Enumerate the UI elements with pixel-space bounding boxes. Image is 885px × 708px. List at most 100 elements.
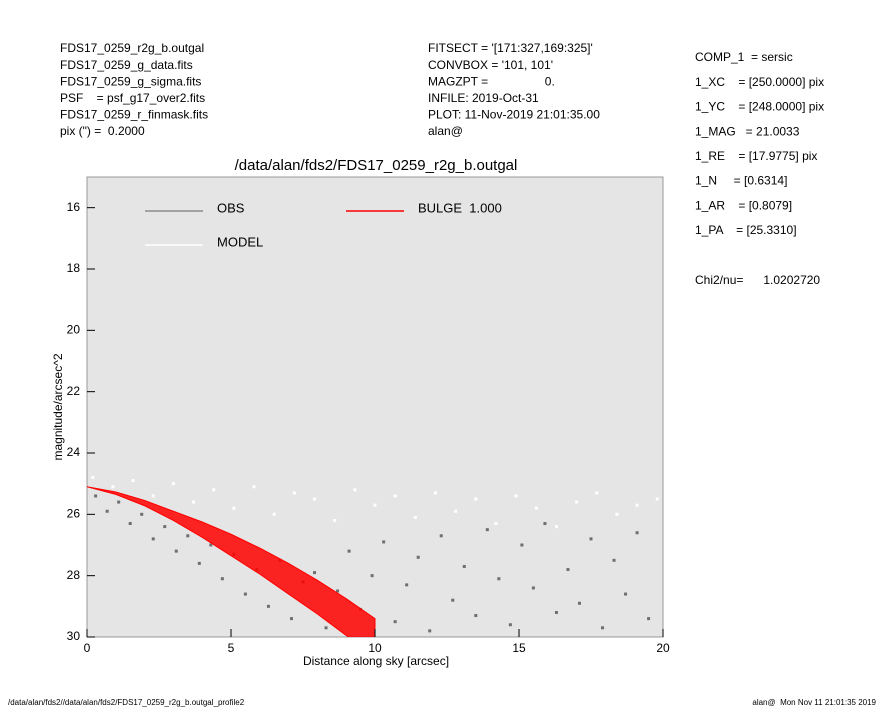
bulge-band bbox=[87, 486, 376, 637]
data-point bbox=[624, 592, 628, 596]
data-point bbox=[577, 601, 581, 605]
param-line: 1_PA = [25.3310] bbox=[695, 223, 797, 237]
header-line: PSF = psf_g17_over2.fits bbox=[60, 91, 205, 105]
y-tick-label: 18 bbox=[67, 261, 81, 275]
x-tick-label: 10 bbox=[368, 641, 382, 655]
y-tick-label: 16 bbox=[67, 200, 81, 214]
data-point bbox=[111, 485, 115, 489]
param-line: 1_MAG = 21.0033 bbox=[695, 124, 800, 138]
footer-right: alan@ Mon Nov 11 21:01:35 2019 bbox=[752, 698, 876, 707]
y-tick-label: 22 bbox=[67, 384, 81, 398]
header-line: PLOT: 11-Nov-2019 21:01:35.00 bbox=[428, 108, 600, 122]
x-tick-label: 20 bbox=[656, 641, 670, 655]
data-point bbox=[433, 491, 437, 495]
param-line: 1_XC = [250.0000] pix bbox=[695, 75, 824, 89]
x-axis-label: Distance along sky [arcsec] bbox=[303, 654, 449, 668]
data-point bbox=[91, 476, 95, 480]
data-point bbox=[655, 497, 659, 501]
header-line: alan@ bbox=[428, 124, 463, 138]
y-tick-label: 20 bbox=[67, 323, 81, 337]
data-point bbox=[252, 485, 256, 489]
data-point bbox=[647, 617, 651, 621]
data-point bbox=[474, 614, 478, 618]
data-point bbox=[508, 623, 512, 627]
data-point bbox=[635, 503, 639, 507]
y-axis-label: magnitude/arcsec^2 bbox=[51, 353, 65, 460]
data-point bbox=[117, 500, 121, 504]
x-tick-label: 15 bbox=[512, 641, 526, 655]
data-point bbox=[554, 525, 558, 529]
data-point bbox=[474, 497, 478, 501]
param-line: 1_N = [0.6314] bbox=[695, 174, 787, 188]
data-point bbox=[140, 512, 144, 516]
data-point bbox=[333, 518, 337, 522]
param-line: 1_AR = [0.8079] bbox=[695, 198, 792, 212]
data-point bbox=[514, 494, 518, 498]
data-point bbox=[313, 571, 317, 575]
data-point bbox=[192, 500, 196, 504]
data-point bbox=[197, 561, 201, 565]
header-line: FDS17_0259_r2g_b.outgal bbox=[60, 41, 204, 55]
param-line: 1_RE = [17.9775] pix bbox=[695, 149, 817, 163]
data-point bbox=[220, 577, 224, 581]
data-point bbox=[209, 543, 213, 547]
data-point bbox=[566, 568, 570, 572]
data-point bbox=[595, 491, 599, 495]
data-point bbox=[462, 564, 466, 568]
data-point bbox=[324, 626, 328, 630]
data-point bbox=[494, 522, 498, 526]
data-point bbox=[615, 512, 619, 516]
data-point bbox=[347, 549, 351, 553]
data-point bbox=[292, 491, 296, 495]
data-point bbox=[520, 543, 524, 547]
y-tick-label: 24 bbox=[67, 445, 81, 459]
data-point bbox=[232, 506, 236, 510]
data-point bbox=[370, 574, 374, 578]
legend-label: MODEL bbox=[217, 234, 263, 249]
data-point bbox=[243, 592, 247, 596]
x-tick-label: 0 bbox=[84, 641, 91, 655]
y-tick-label: 26 bbox=[67, 507, 81, 521]
data-point bbox=[497, 577, 501, 581]
data-point bbox=[534, 506, 538, 510]
data-point bbox=[635, 531, 639, 535]
y-tick-label: 28 bbox=[67, 568, 81, 582]
data-point bbox=[131, 479, 135, 483]
param-line: COMP_1 = sersic bbox=[695, 50, 793, 64]
data-point bbox=[272, 512, 276, 516]
data-point bbox=[163, 525, 167, 529]
data-point bbox=[554, 610, 558, 614]
data-point bbox=[416, 555, 420, 559]
header-line: pix (") = 0.2000 bbox=[60, 124, 145, 138]
chart-title: /data/alan/fds2/FDS17_0259_r2g_b.outgal bbox=[235, 157, 518, 174]
data-point bbox=[373, 503, 377, 507]
header-line: INFILE: 2019-Oct-31 bbox=[428, 91, 539, 105]
data-point bbox=[575, 500, 579, 504]
data-point bbox=[186, 534, 190, 538]
data-point bbox=[353, 488, 357, 492]
data-point bbox=[454, 509, 458, 513]
data-point bbox=[485, 528, 489, 532]
data-point bbox=[94, 494, 98, 498]
data-point bbox=[212, 488, 216, 492]
data-point bbox=[439, 534, 443, 538]
legend-label: BULGE 1.000 bbox=[418, 200, 502, 215]
plot-content bbox=[87, 476, 659, 637]
data-point bbox=[543, 522, 547, 526]
data-point bbox=[105, 509, 109, 513]
data-point bbox=[151, 494, 155, 498]
header-line: MAGZPT = 0. bbox=[428, 74, 555, 88]
data-point bbox=[174, 549, 178, 553]
data-point bbox=[289, 617, 293, 621]
data-point bbox=[382, 540, 386, 544]
x-tick-label: 5 bbox=[228, 641, 235, 655]
data-point bbox=[128, 522, 132, 526]
data-point bbox=[266, 604, 270, 608]
data-point bbox=[413, 515, 417, 519]
data-point bbox=[336, 589, 340, 593]
data-point bbox=[393, 494, 397, 498]
data-point bbox=[601, 626, 605, 630]
header-line: FDS17_0259_g_data.fits bbox=[60, 58, 193, 72]
data-point bbox=[428, 629, 432, 633]
